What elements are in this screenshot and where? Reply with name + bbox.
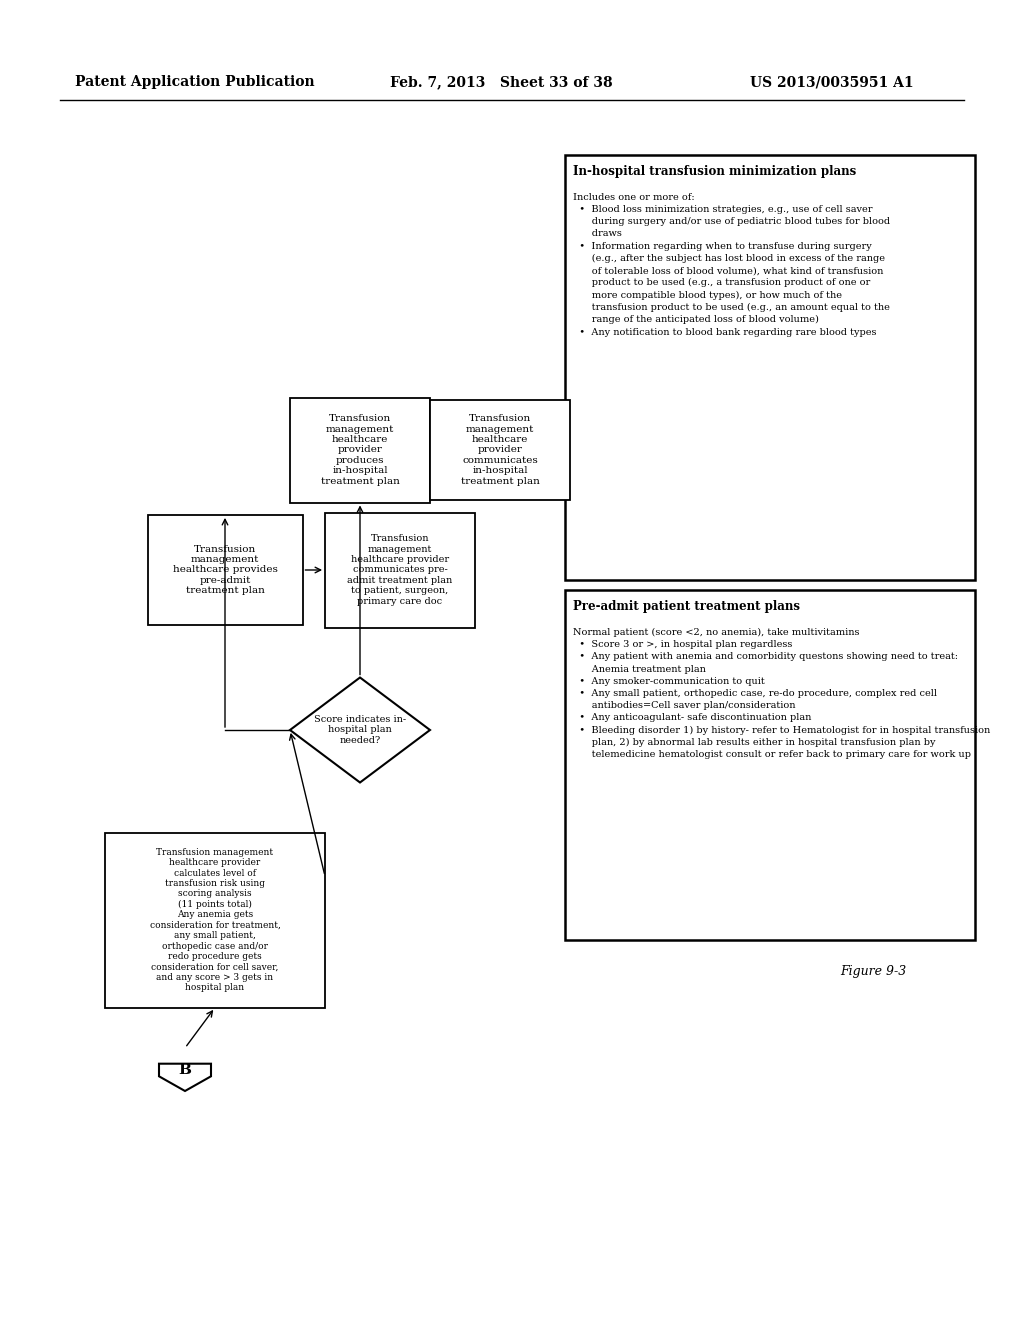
Text: Includes one or more of:
  •  Blood loss minimization strategies, e.g., use of c: Includes one or more of: • Blood loss mi…	[573, 193, 890, 337]
Text: Patent Application Publication: Patent Application Publication	[75, 75, 314, 88]
Text: Transfusion
management
healthcare
provider
produces
in-hospital
treatment plan: Transfusion management healthcare provid…	[321, 414, 399, 486]
Text: In-hospital transfusion minimization plans: In-hospital transfusion minimization pla…	[573, 165, 856, 178]
Text: US 2013/0035951 A1: US 2013/0035951 A1	[750, 75, 913, 88]
Text: Feb. 7, 2013   Sheet 33 of 38: Feb. 7, 2013 Sheet 33 of 38	[390, 75, 612, 88]
Bar	[147, 515, 302, 624]
Bar	[565, 154, 975, 579]
Text: B: B	[178, 1063, 191, 1077]
Bar	[565, 590, 975, 940]
Polygon shape	[159, 1064, 211, 1092]
Bar	[430, 400, 570, 500]
Bar	[105, 833, 325, 1007]
Text: Figure 9-3: Figure 9-3	[840, 965, 906, 978]
Text: Transfusion
management
healthcare
provider
communicates
in-hospital
treatment pl: Transfusion management healthcare provid…	[461, 414, 540, 486]
Text: Normal patient (score <2, no anemia), take multivitamins
  •  Score 3 or >, in h: Normal patient (score <2, no anemia), ta…	[573, 628, 990, 759]
Text: Pre-admit patient treatment plans: Pre-admit patient treatment plans	[573, 601, 800, 612]
Bar	[325, 512, 475, 627]
Polygon shape	[290, 677, 430, 783]
Text: Transfusion management
healthcare provider
calculates level of
transfusion risk : Transfusion management healthcare provid…	[150, 847, 281, 993]
Bar	[290, 397, 430, 503]
Text: Score indicates in-
hospital plan
needed?: Score indicates in- hospital plan needed…	[314, 715, 407, 744]
Text: Transfusion
management
healthcare provides
pre-admit
treatment plan: Transfusion management healthcare provid…	[173, 545, 278, 595]
Text: Transfusion
management
healthcare provider
communicates pre-
admit treatment pla: Transfusion management healthcare provid…	[347, 535, 453, 606]
